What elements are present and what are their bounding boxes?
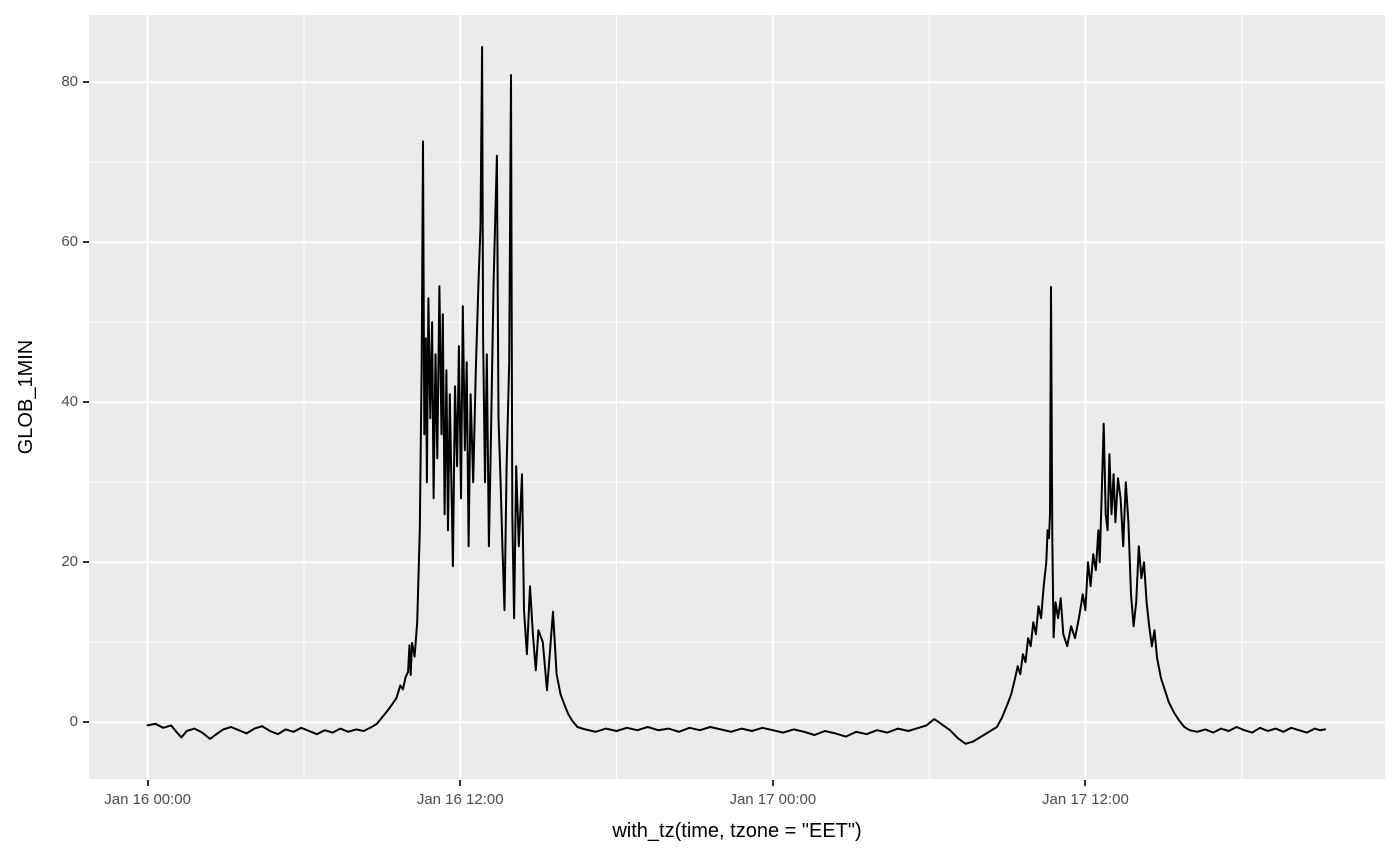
x-tick-mark [1084, 780, 1087, 786]
x-tick-mark [771, 780, 774, 786]
plot-panel [89, 15, 1385, 779]
y-tick-mark [83, 81, 89, 84]
x-tick-label: Jan 17 12:00 [1042, 791, 1129, 808]
plot-area-svg [89, 15, 1385, 779]
y-tick-mark [83, 241, 89, 244]
data-line-glob-1min [146, 46, 1327, 745]
y-tick-label: 60 [61, 233, 78, 251]
x-tick-mark [459, 780, 462, 786]
y-tick-mark [83, 721, 89, 724]
y-tick-mark [83, 561, 89, 564]
x-tick-label: Jan 16 12:00 [416, 791, 504, 808]
x-axis-title: with_tz(time, tzone = "EET") [612, 820, 862, 842]
x-tick-mark [146, 780, 149, 786]
y-tick-label: 0 [69, 713, 78, 731]
y-tick-label: 20 [61, 553, 78, 571]
y-tick-label: 80 [61, 73, 78, 91]
x-tick-label: Jan 17 00:00 [729, 791, 817, 808]
y-tick-label: 40 [61, 393, 78, 411]
y-tick-mark [83, 401, 89, 404]
y-axis-title: GLOB_1MIN [15, 339, 37, 455]
x-tick-label: Jan 16 00:00 [104, 791, 191, 808]
